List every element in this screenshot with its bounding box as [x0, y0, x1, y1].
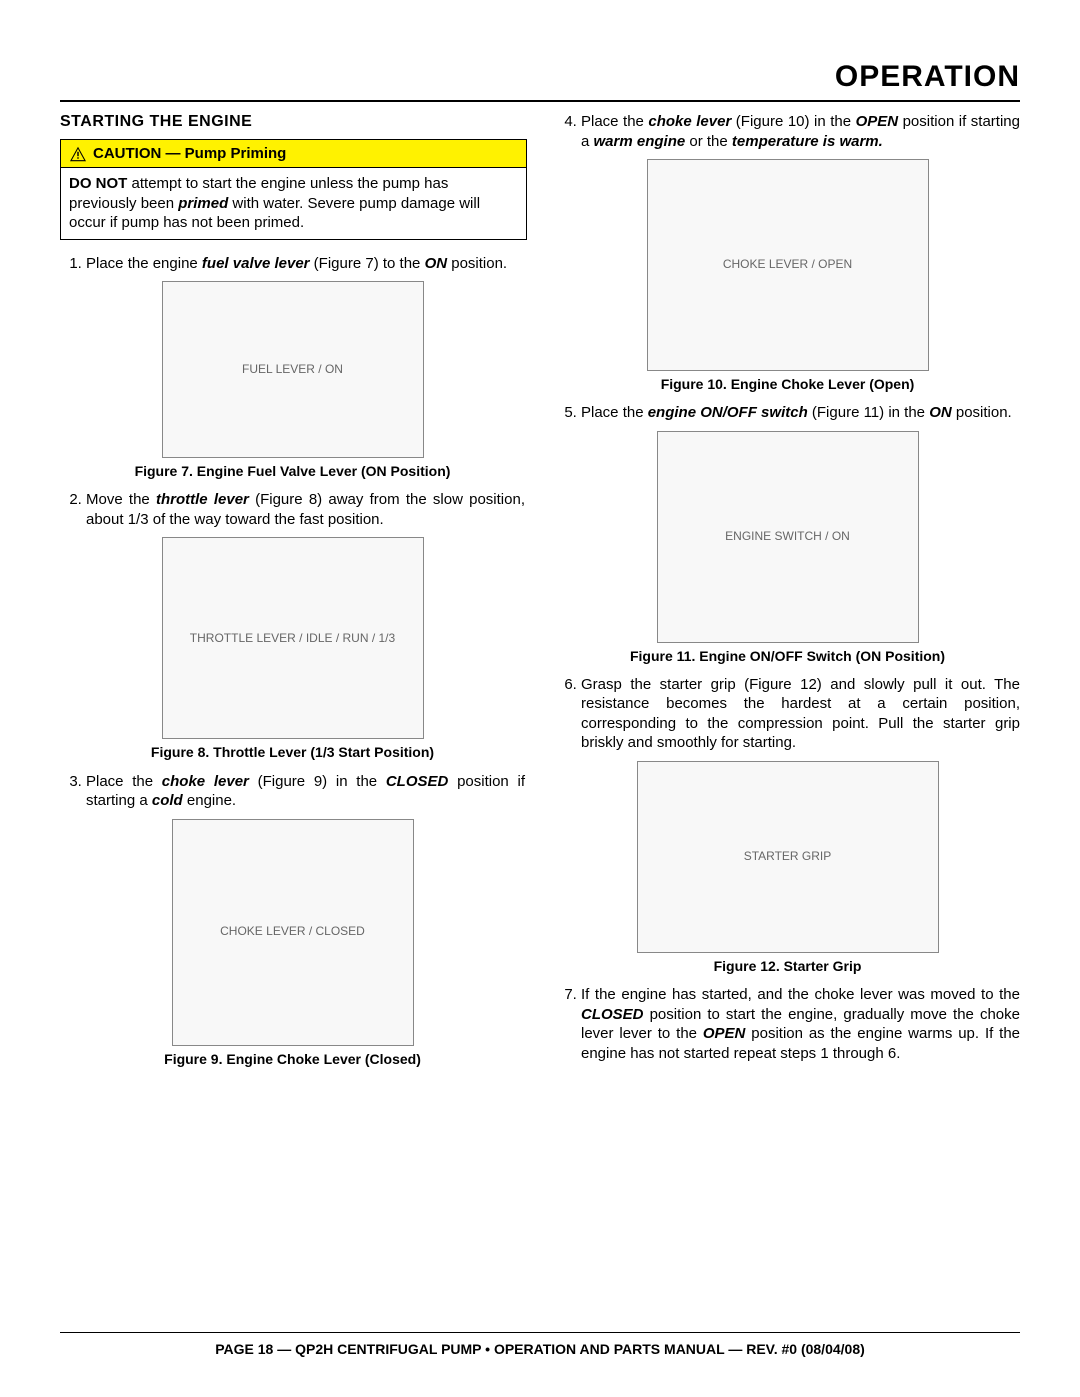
step-3: Place the choke lever (Figure 9) in the …	[86, 772, 525, 811]
caution-header: CAUTION — Pump Priming	[61, 140, 526, 169]
left-column: STARTING THE ENGINE CAUTION — Pump Primi…	[60, 112, 525, 1078]
step4-mid: (Figure 10) in the	[731, 113, 855, 130]
step1-mid: (Figure 7) to the	[310, 255, 425, 272]
caution-header-text: CAUTION — Pump Priming	[93, 144, 286, 164]
step5-post: position.	[952, 404, 1012, 421]
figure-8-caption: Figure 8. Throttle Lever (1/3 Start Posi…	[60, 743, 525, 761]
step-6: Grasp the starter grip (Figure 12) and s…	[581, 675, 1020, 753]
step2-em: throttle lever	[156, 491, 249, 508]
step3-closed: CLOSED	[386, 773, 449, 790]
step7-closed: CLOSED	[581, 1006, 644, 1023]
step7-open: OPEN	[703, 1025, 746, 1042]
steps-list-left-2: Move the throttle lever (Figure 8) away …	[60, 490, 525, 529]
figure-11-image: ENGINE SWITCH / ON	[657, 431, 919, 643]
step4-pre: Place the	[581, 113, 648, 130]
step1-em: fuel valve lever	[202, 255, 310, 272]
caution-donot: DO NOT	[69, 175, 127, 192]
step3-pre: Place the	[86, 773, 162, 790]
step5-em: engine ON/OFF switch	[648, 404, 808, 421]
header-rule	[60, 100, 1020, 102]
step4-open: OPEN	[856, 113, 899, 130]
step5-mid: (Figure 11) in the	[808, 404, 929, 421]
caution-box: CAUTION — Pump Priming DO NOT attempt to…	[60, 139, 527, 240]
figure-11-caption: Figure 11. Engine ON/OFF Switch (ON Posi…	[555, 647, 1020, 665]
step3-post: engine.	[183, 792, 236, 809]
step-4: Place the choke lever (Figure 10) in the…	[581, 112, 1020, 151]
section-title: STARTING THE ENGINE	[60, 112, 525, 133]
step3-mid: (Figure 9) in the	[249, 773, 386, 790]
figure-7-image: FUEL LEVER / ON	[162, 281, 424, 458]
page-header-title: OPERATION	[60, 60, 1020, 94]
step3-em: choke lever	[162, 773, 249, 790]
step5-on: ON	[929, 404, 952, 421]
page-footer: PAGE 18 — QP2H CENTRIFUGAL PUMP • OPERAT…	[60, 1332, 1020, 1357]
step4-temp: temperature is warm.	[732, 133, 883, 150]
figure-7-caption: Figure 7. Engine Fuel Valve Lever (ON Po…	[60, 462, 525, 480]
figure-12-image: STARTER GRIP	[637, 761, 939, 953]
step4-warm: warm engine	[594, 133, 686, 150]
step6-text: Grasp the starter grip (Figure 12) and s…	[581, 676, 1020, 752]
caution-body: DO NOT attempt to start the engine unles…	[61, 168, 526, 239]
right-column: Place the choke lever (Figure 10) in the…	[555, 112, 1020, 1078]
figure-10-caption: Figure 10. Engine Choke Lever (Open)	[555, 375, 1020, 393]
step1-on: ON	[425, 255, 448, 272]
step4-em: choke lever	[648, 113, 731, 130]
steps-list-left-3: Place the choke lever (Figure 9) in the …	[60, 772, 525, 811]
step3-cold: cold	[152, 792, 183, 809]
step2-pre: Move the	[86, 491, 156, 508]
step1-pre: Place the engine	[86, 255, 202, 272]
steps-list-right-6: Grasp the starter grip (Figure 12) and s…	[555, 675, 1020, 753]
step5-pre: Place the	[581, 404, 648, 421]
footer-rule	[60, 1332, 1020, 1333]
step-5: Place the engine ON/OFF switch (Figure 1…	[581, 403, 1020, 423]
step7-pre: If the engine has started, and the choke…	[581, 986, 1020, 1003]
footer-text: PAGE 18 — QP2H CENTRIFUGAL PUMP • OPERAT…	[60, 1341, 1020, 1357]
step1-post: position.	[447, 255, 507, 272]
figure-8-image: THROTTLE LEVER / IDLE / RUN / 1/3	[162, 537, 424, 739]
figure-12-caption: Figure 12. Starter Grip	[555, 957, 1020, 975]
step4-mid3: or the	[685, 133, 732, 150]
figure-9-image: CHOKE LEVER / CLOSED	[172, 819, 414, 1046]
figure-9-caption: Figure 9. Engine Choke Lever (Closed)	[60, 1050, 525, 1068]
warning-triangle-icon	[69, 146, 87, 162]
steps-list-right-5: Place the engine ON/OFF switch (Figure 1…	[555, 403, 1020, 423]
steps-list-left: Place the engine fuel valve lever (Figur…	[60, 254, 525, 274]
caution-primed: primed	[178, 195, 228, 212]
step-1: Place the engine fuel valve lever (Figur…	[86, 254, 525, 274]
step-7: If the engine has started, and the choke…	[581, 985, 1020, 1063]
steps-list-right-7: If the engine has started, and the choke…	[555, 985, 1020, 1063]
figure-10-image: CHOKE LEVER / OPEN	[647, 159, 929, 371]
steps-list-right: Place the choke lever (Figure 10) in the…	[555, 112, 1020, 151]
two-column-layout: STARTING THE ENGINE CAUTION — Pump Primi…	[60, 112, 1020, 1078]
step-2: Move the throttle lever (Figure 8) away …	[86, 490, 525, 529]
